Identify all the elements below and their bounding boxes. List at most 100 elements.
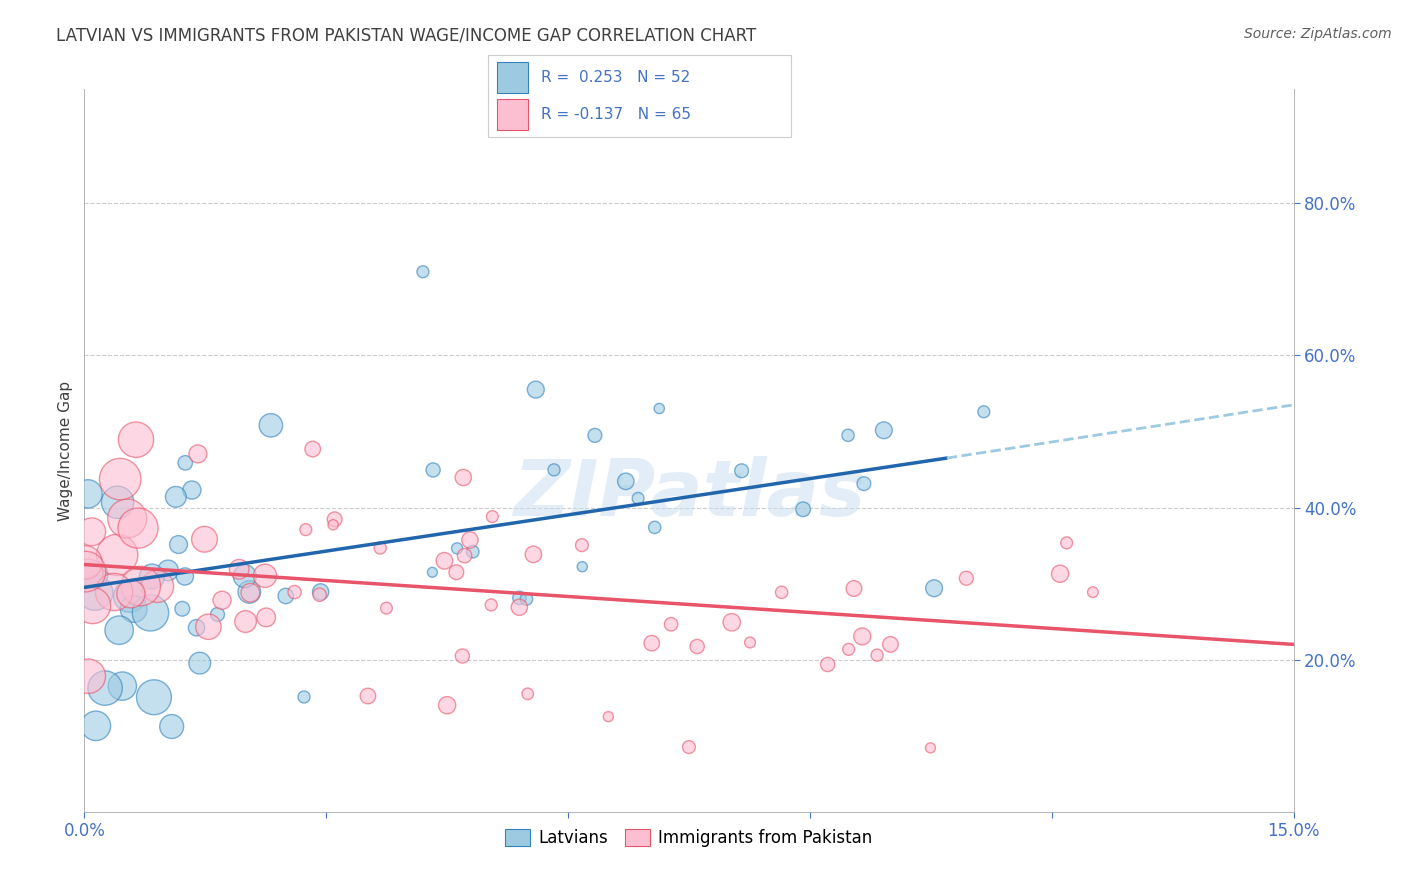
Point: [118, 589, 141, 603]
Point: [461, 544, 484, 558]
Point: [260, 418, 283, 433]
Point: [77, 669, 100, 683]
Point: [515, 591, 537, 606]
Point: [108, 623, 131, 637]
Point: [77, 566, 100, 581]
Point: [451, 648, 474, 663]
Point: [436, 698, 458, 713]
FancyBboxPatch shape: [498, 99, 529, 130]
Point: [274, 589, 297, 603]
Point: [120, 587, 142, 601]
Point: [955, 571, 977, 585]
Point: [253, 569, 276, 583]
Point: [614, 475, 637, 489]
Point: [142, 690, 165, 705]
Point: [77, 487, 100, 501]
Point: [641, 636, 664, 650]
Point: [851, 629, 873, 643]
Point: [368, 541, 391, 555]
Point: [479, 598, 502, 612]
Point: [188, 656, 211, 670]
Point: [82, 599, 104, 613]
Point: [458, 533, 481, 547]
Point: [837, 428, 859, 442]
Point: [193, 533, 215, 547]
Point: [174, 569, 197, 583]
Point: [817, 657, 839, 672]
Point: [322, 517, 344, 532]
Point: [228, 562, 250, 576]
Point: [648, 401, 671, 416]
Point: [84, 586, 107, 600]
Point: [107, 495, 129, 509]
Point: [75, 556, 97, 570]
Point: [239, 586, 262, 600]
Point: [165, 490, 187, 504]
Point: [481, 509, 503, 524]
Point: [508, 600, 530, 615]
Point: [292, 690, 315, 704]
Legend: Latvians, Immigrants from Pakistan: Latvians, Immigrants from Pakistan: [499, 822, 879, 854]
Point: [83, 567, 105, 582]
Point: [141, 569, 163, 583]
Point: [524, 383, 547, 397]
Point: [323, 512, 346, 526]
Point: [686, 640, 709, 654]
Point: [1049, 566, 1071, 581]
Point: [866, 648, 889, 662]
Point: [879, 637, 901, 651]
Text: R =  0.253   N = 52: R = 0.253 N = 52: [541, 70, 690, 85]
Point: [167, 537, 190, 551]
Point: [94, 681, 117, 695]
Point: [678, 740, 700, 755]
Point: [627, 491, 650, 506]
Point: [105, 548, 128, 562]
Point: [516, 687, 538, 701]
Point: [84, 719, 107, 733]
Text: Source: ZipAtlas.com: Source: ZipAtlas.com: [1244, 27, 1392, 41]
Point: [211, 593, 233, 607]
Point: [422, 463, 444, 477]
Point: [125, 433, 148, 447]
Point: [446, 541, 468, 556]
Text: ZIPatlas: ZIPatlas: [513, 456, 865, 532]
Point: [583, 428, 606, 442]
Point: [508, 591, 530, 605]
Point: [922, 581, 945, 595]
Point: [284, 585, 307, 599]
Point: [357, 689, 380, 703]
Point: [770, 585, 793, 599]
Point: [294, 523, 316, 537]
Point: [103, 585, 125, 599]
Point: [146, 579, 169, 593]
Point: [233, 569, 256, 583]
Point: [453, 470, 475, 484]
Point: [422, 566, 444, 580]
Point: [127, 521, 149, 535]
Point: [122, 602, 145, 616]
Point: [1081, 585, 1104, 599]
Point: [453, 549, 475, 563]
Point: [522, 547, 544, 561]
Point: [571, 538, 593, 552]
Point: [80, 524, 103, 539]
Point: [842, 582, 865, 596]
Point: [920, 740, 942, 755]
Point: [75, 565, 97, 579]
Point: [115, 511, 138, 525]
Point: [412, 265, 434, 279]
Point: [197, 620, 219, 634]
Point: [792, 502, 814, 516]
Point: [186, 621, 208, 635]
Point: [254, 610, 277, 624]
Point: [174, 456, 197, 470]
Text: R = -0.137   N = 65: R = -0.137 N = 65: [541, 107, 690, 122]
Point: [375, 601, 398, 615]
Point: [235, 615, 257, 629]
Text: LATVIAN VS IMMIGRANTS FROM PAKISTAN WAGE/INCOME GAP CORRELATION CHART: LATVIAN VS IMMIGRANTS FROM PAKISTAN WAGE…: [56, 27, 756, 45]
Point: [187, 447, 209, 461]
Point: [738, 635, 761, 649]
Point: [238, 585, 260, 599]
Point: [730, 464, 752, 478]
Point: [571, 559, 593, 574]
